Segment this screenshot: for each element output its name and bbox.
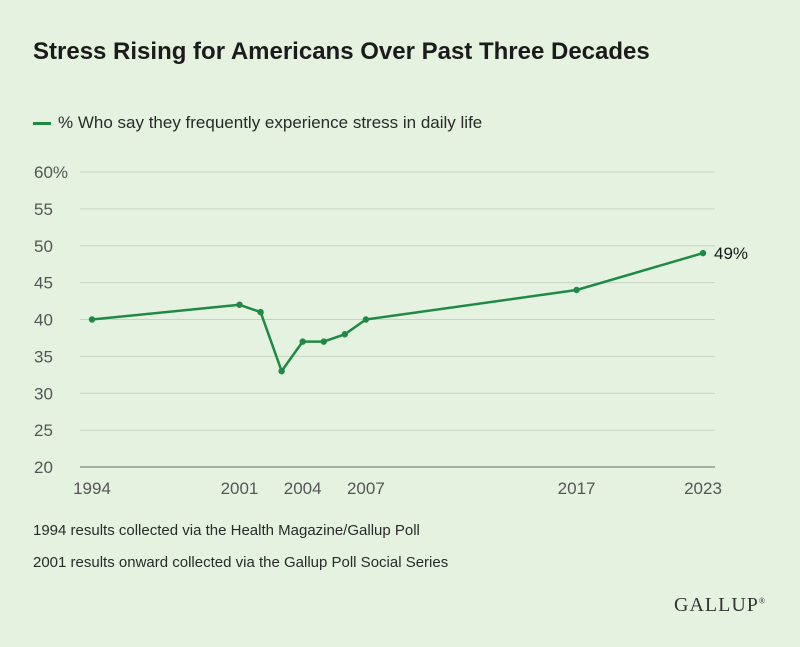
data-point <box>236 301 243 308</box>
series-points <box>88 249 707 375</box>
y-tick-label: 40 <box>34 311 53 330</box>
data-point <box>299 338 306 345</box>
x-tick-label: 2017 <box>558 479 596 498</box>
y-tick-label: 30 <box>34 384 53 403</box>
y-tick-label: 60% <box>34 163 68 182</box>
legend-label: % Who say they frequently experience str… <box>58 113 483 132</box>
y-tick-label: 45 <box>34 274 53 293</box>
data-point <box>88 316 96 323</box>
x-tick-label: 1994 <box>73 479 111 498</box>
x-tick-label: 2001 <box>221 479 259 498</box>
y-axis-tick-labels: 20 25 30 35 40 45 50 55 60% <box>34 163 68 477</box>
data-point <box>257 308 264 316</box>
brand-name: GALLUP <box>674 594 759 616</box>
data-point <box>341 331 349 338</box>
chart-title: Stress Rising for Americans Over Past Th… <box>33 38 650 65</box>
registered-mark: ® <box>758 596 766 606</box>
x-axis-tick-labels: 1994 2001 2004 2007 2017 2023 <box>73 479 722 498</box>
series-lines <box>90 251 705 373</box>
y-tick-label: 55 <box>34 200 53 219</box>
source-note-2001: 2001 results onward collected via the Ga… <box>33 554 449 571</box>
chart-gridlines <box>80 171 715 468</box>
y-tick-label: 35 <box>34 347 53 366</box>
data-point <box>699 249 707 257</box>
x-tick-label: 2023 <box>684 479 722 498</box>
x-tick-label: 2004 <box>284 479 322 498</box>
data-point <box>278 367 285 375</box>
data-point <box>362 316 370 323</box>
y-tick-label: 25 <box>34 421 53 440</box>
data-point <box>573 286 580 294</box>
y-tick-label: 50 <box>34 237 53 256</box>
legend-swatch <box>33 121 51 125</box>
series-line <box>90 251 705 373</box>
data-label: 49% <box>714 244 748 263</box>
x-tick-label: 2007 <box>347 479 385 498</box>
data-point <box>320 338 327 345</box>
source-note-1994: 1994 results collected via the Health Ma… <box>33 522 420 539</box>
gallup-logo: GALLUP® <box>674 594 766 617</box>
chart-annotations: 49% <box>714 244 748 263</box>
y-tick-label: 20 <box>34 458 53 477</box>
chart-legend: % Who say they frequently experience str… <box>33 113 482 133</box>
